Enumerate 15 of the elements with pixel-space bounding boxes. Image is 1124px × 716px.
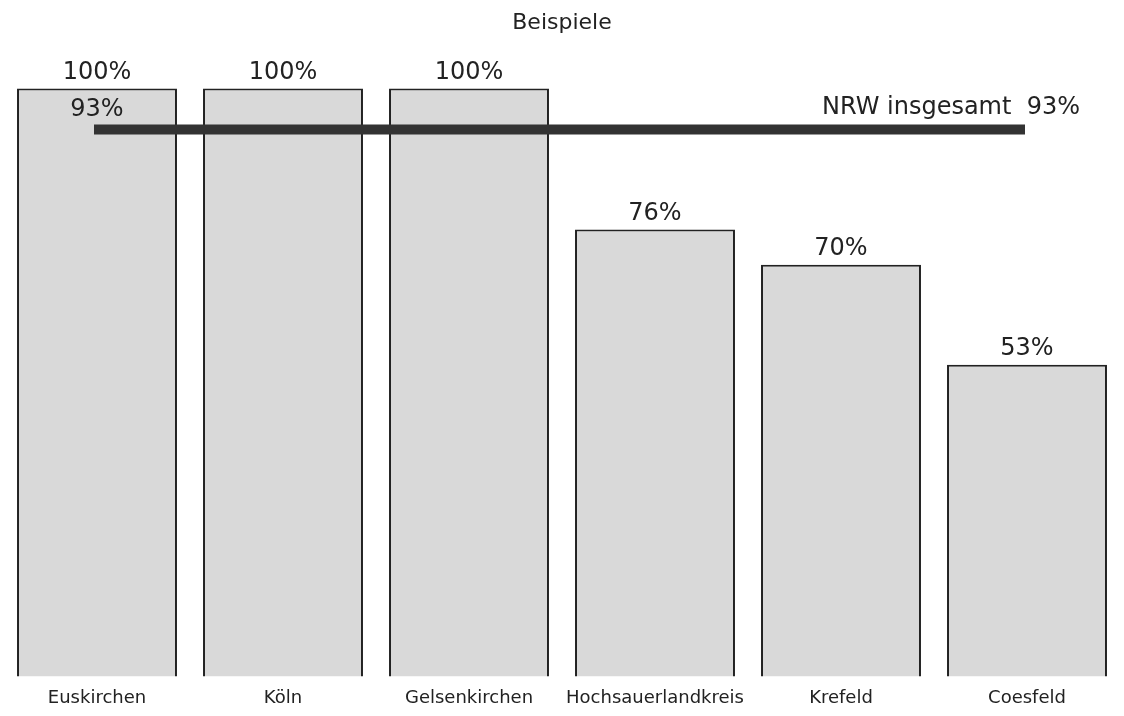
x-tick-label: Krefeld <box>809 685 873 707</box>
data-label: 53% <box>1000 332 1054 361</box>
data-label: 100% <box>62 56 132 85</box>
data-label: 76% <box>628 197 682 226</box>
x-tick-label: Gelsenkirchen <box>404 685 534 707</box>
data-label: 70% <box>814 233 868 262</box>
x-tick-label: Euskirchen <box>47 685 147 707</box>
data-label: 100% <box>248 56 318 85</box>
ref-line-label: NRW insgesamt 93% <box>822 91 1080 120</box>
chart-title: Beispiele <box>512 8 612 34</box>
x-tick-label: Coesfeld <box>988 685 1066 707</box>
data-label: 100% <box>434 56 504 85</box>
x-tick-label: Köln <box>263 685 303 707</box>
x-tick-label: Hochsauerlandkreis <box>566 685 744 707</box>
annotation: 93% <box>70 93 124 122</box>
